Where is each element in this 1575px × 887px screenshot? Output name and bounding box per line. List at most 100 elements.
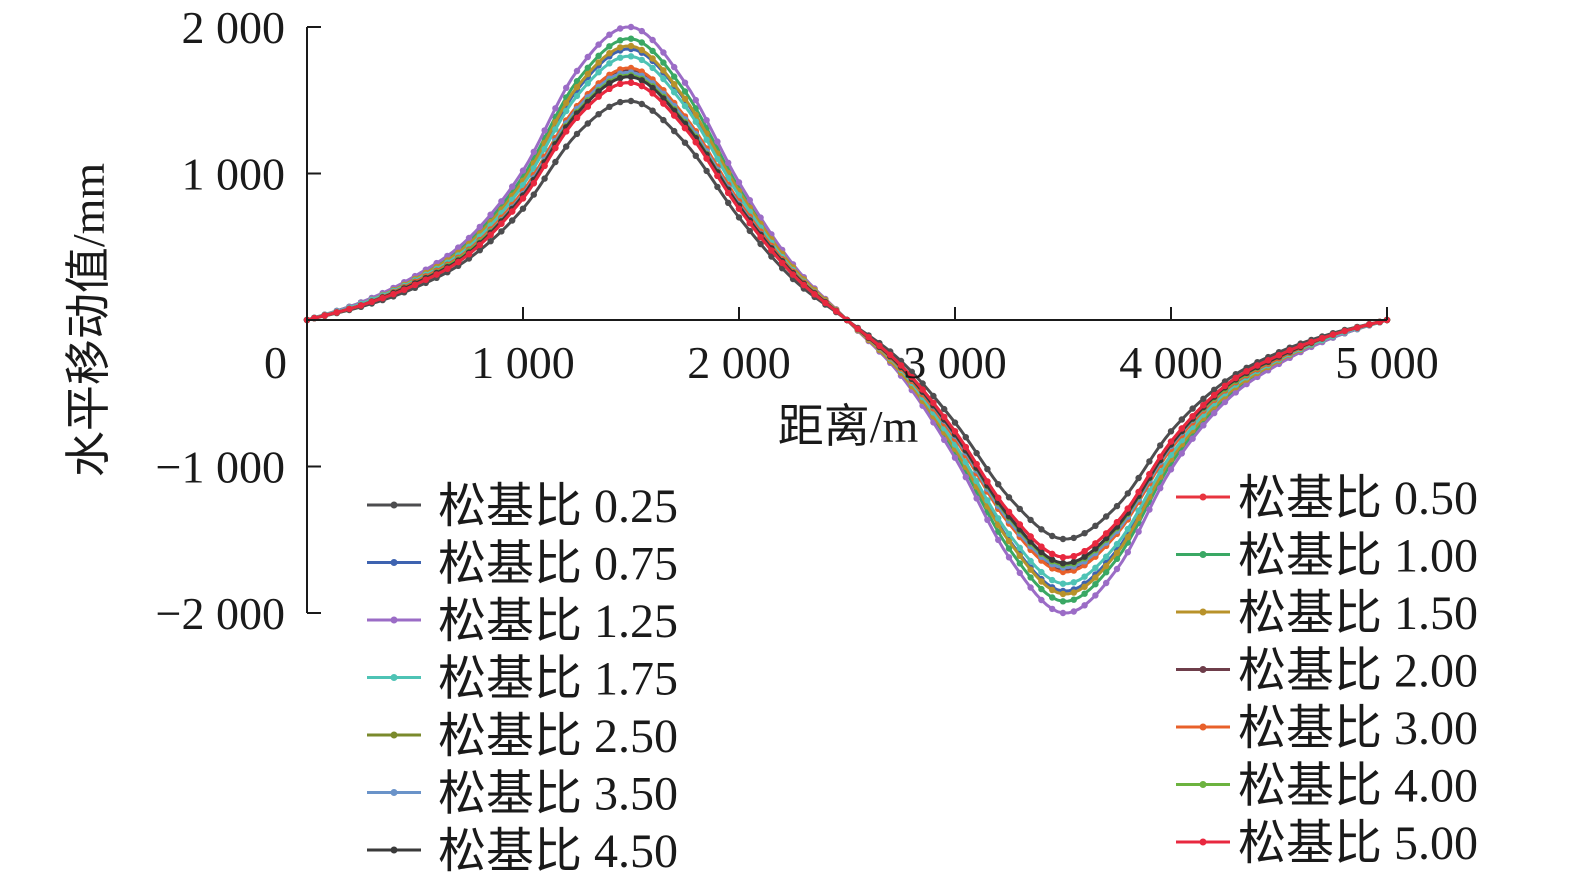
x-tick-label: 4 000 <box>1119 337 1223 388</box>
data-point <box>1070 558 1078 566</box>
data-point <box>681 95 689 103</box>
data-point <box>595 88 602 95</box>
data-point <box>822 299 829 306</box>
data-point <box>552 105 559 112</box>
data-point <box>887 351 894 359</box>
data-point <box>1103 579 1110 587</box>
legend-item: 松基比 4.50 <box>367 825 678 878</box>
legend-marker <box>1199 838 1207 846</box>
data-point <box>1124 525 1132 533</box>
data-point <box>908 373 915 381</box>
data-point <box>1221 398 1229 406</box>
data-point <box>1178 450 1186 457</box>
data-point <box>951 419 959 426</box>
data-point <box>1059 560 1067 567</box>
data-point <box>455 244 462 251</box>
data-point <box>833 308 840 315</box>
data-point <box>962 434 969 441</box>
data-point <box>1113 549 1121 557</box>
data-point <box>660 75 667 83</box>
data-point <box>1070 608 1078 615</box>
data-point <box>498 220 505 227</box>
data-point <box>1049 605 1056 613</box>
data-point <box>1189 435 1196 442</box>
data-point <box>1265 357 1272 364</box>
data-point <box>509 183 516 190</box>
legend-marker <box>390 731 398 739</box>
data-point <box>1092 540 1099 547</box>
legend-label: 松基比 4.00 <box>1238 760 1478 813</box>
data-point <box>1167 466 1175 473</box>
data-point <box>401 286 408 293</box>
data-point <box>671 127 678 135</box>
data-point <box>1275 352 1283 359</box>
data-point <box>973 495 980 502</box>
data-point <box>1146 506 1153 513</box>
data-point <box>606 85 613 93</box>
data-point <box>563 143 570 150</box>
data-point <box>584 53 591 61</box>
data-point <box>919 380 926 387</box>
data-point <box>465 234 473 242</box>
legend-item: 松基比 3.00 <box>1176 702 1478 755</box>
data-point <box>455 258 462 266</box>
data-point <box>1178 425 1186 432</box>
legend-item: 松基比 1.50 <box>1176 587 1478 640</box>
legend-item: 松基比 3.50 <box>367 768 678 821</box>
data-point <box>1124 505 1132 512</box>
data-point <box>1211 386 1218 393</box>
data-point <box>1341 327 1348 335</box>
data-point <box>735 179 743 186</box>
data-point <box>638 39 645 46</box>
data-point <box>638 56 645 64</box>
legend-item: 松基比 0.75 <box>367 538 678 591</box>
data-point <box>1059 609 1067 617</box>
data-point <box>1200 402 1207 409</box>
legend-item: 松基比 1.25 <box>367 595 678 648</box>
data-point <box>1070 534 1078 542</box>
data-point <box>1103 513 1110 520</box>
legend-item: 松基比 1.00 <box>1176 530 1478 583</box>
data-point <box>1092 522 1099 529</box>
data-point <box>1103 562 1110 570</box>
data-point <box>573 92 581 100</box>
data-point <box>681 102 689 110</box>
y-tick-label: 2 000 <box>182 2 286 53</box>
data-point <box>854 325 861 332</box>
legend-label: 松基比 3.50 <box>438 768 678 821</box>
data-point <box>649 90 656 97</box>
data-point <box>638 27 645 35</box>
data-point <box>530 180 537 187</box>
data-point <box>1005 508 1013 516</box>
x-axis-label: 距离/m <box>778 401 919 452</box>
data-point <box>681 139 689 146</box>
data-point <box>617 80 624 88</box>
data-point <box>509 217 516 224</box>
data-point <box>552 126 559 133</box>
data-point <box>1081 590 1088 597</box>
data-point <box>321 312 328 319</box>
data-point <box>1254 362 1261 369</box>
data-point <box>1232 374 1240 382</box>
data-point <box>1113 565 1121 573</box>
data-point <box>1027 516 1034 524</box>
data-point <box>1016 544 1023 551</box>
legend-marker <box>390 789 398 796</box>
data-point <box>660 67 667 74</box>
data-point <box>1092 581 1099 588</box>
data-point <box>692 96 699 104</box>
x-tick-label: 1 000 <box>471 337 575 388</box>
data-point <box>1103 530 1110 537</box>
y-tick-label: 0 <box>264 337 287 388</box>
data-point <box>660 116 667 124</box>
data-point <box>660 100 667 107</box>
data-point <box>638 100 645 108</box>
data-point <box>746 197 753 204</box>
legend-label: 松基比 0.25 <box>438 480 678 533</box>
data-point <box>519 195 527 202</box>
data-point <box>476 223 483 231</box>
data-point <box>541 175 548 182</box>
legend-label: 松基比 1.75 <box>438 653 678 706</box>
data-point <box>595 69 602 76</box>
